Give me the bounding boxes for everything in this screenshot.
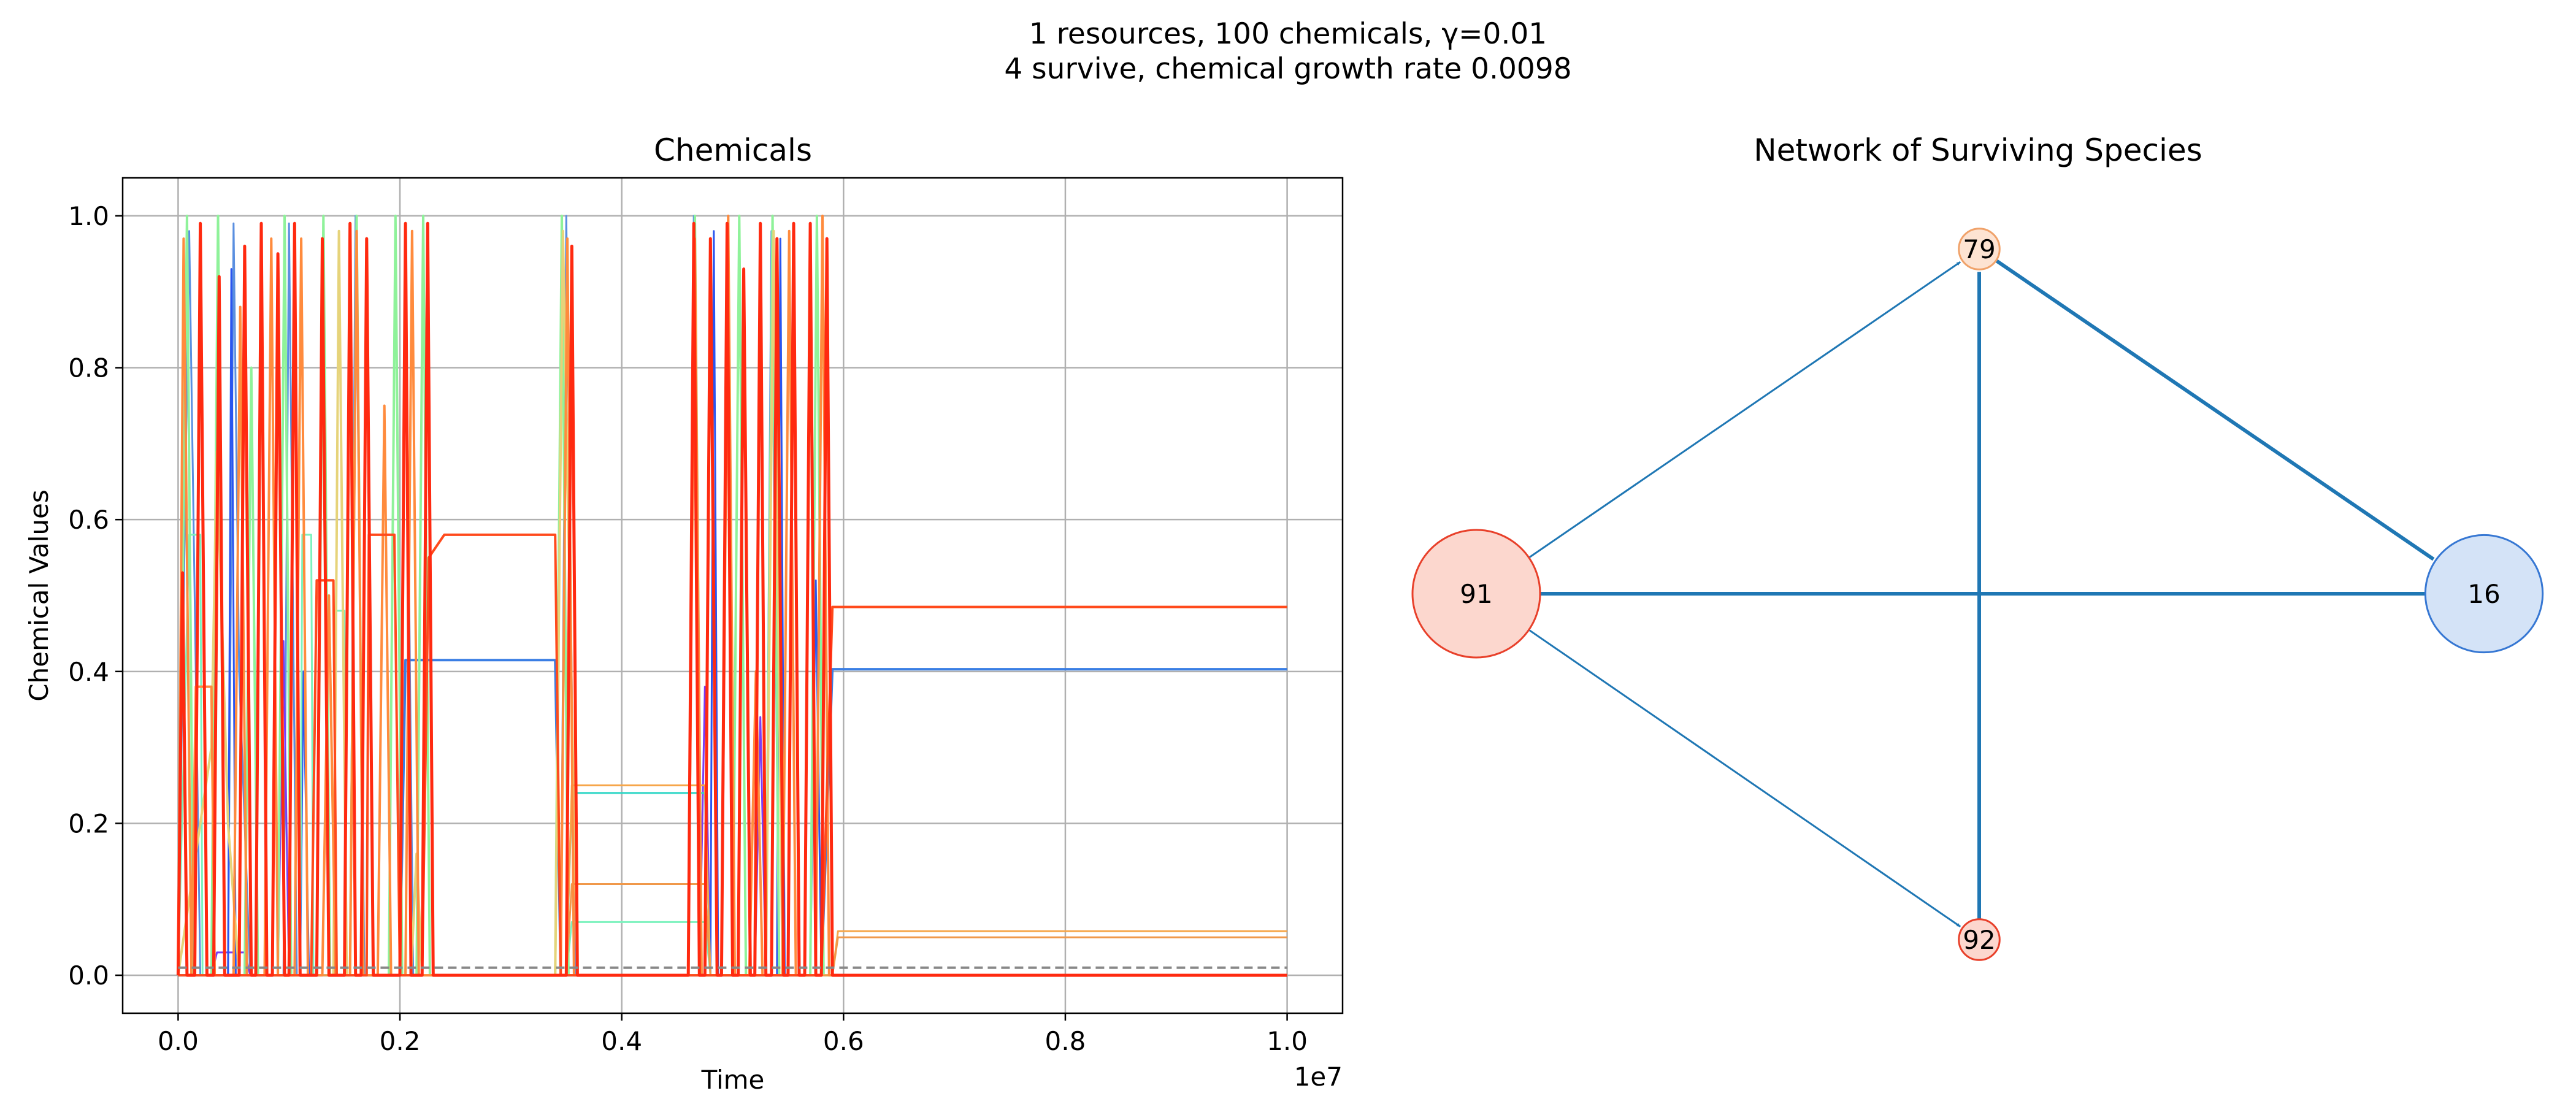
chemicals-x-tick-label: 0.4 <box>601 1026 642 1056</box>
figure-suptitle-line-1: 1 resources, 100 chemicals, γ=0.01 <box>1029 17 1547 51</box>
chemicals-y-tick-label: 0.8 <box>68 353 109 383</box>
network-edge-91-to-92 <box>1528 629 1961 928</box>
chemicals-y-tick-label: 0.0 <box>68 960 109 991</box>
chemicals-x-axis-label: Time <box>701 1065 765 1095</box>
chemicals-y-axis-label: Chemical Values <box>24 489 54 701</box>
network-node-79 <box>1958 228 2001 270</box>
chemicals-plot-frame <box>121 177 1344 1014</box>
chemicals-y-tick-label: 1.0 <box>68 201 109 231</box>
network-node-92 <box>1958 918 2001 961</box>
network-node-91 <box>1411 529 1541 659</box>
chemicals-x-tick-label: 1.0 <box>1267 1026 1308 1056</box>
network-node-16 <box>2424 534 2544 654</box>
chemicals-y-tick-label: 0.6 <box>68 505 109 535</box>
figure-suptitle-line-2: 4 survive, chemical growth rate 0.0098 <box>1004 52 1572 86</box>
chemicals-x-offset-text: 1e7 <box>1294 1062 1343 1092</box>
network-node-label-79: 79 <box>1963 234 1995 264</box>
chemical-series-line-10 <box>177 214 1287 977</box>
network-nodes: 79 91 16 92 <box>1411 228 2544 961</box>
chemicals-x-tick-label: 0.6 <box>823 1026 864 1056</box>
network-edges <box>1528 259 2435 928</box>
chemicals-x-tick-label: 0.0 <box>158 1026 199 1056</box>
chemicals-x-tick-label: 0.8 <box>1045 1026 1086 1056</box>
network-chart-title: Network of Surviving Species <box>1754 132 2202 168</box>
network-node-label-91: 91 <box>1460 579 1492 609</box>
network-edge-79-to-16 <box>1995 259 2435 561</box>
chemicals-y-tick-label: 0.4 <box>68 657 109 687</box>
network-node-label-92: 92 <box>1963 925 1995 955</box>
chemicals-chart-title: Chemicals <box>654 132 812 168</box>
chemical-series-line-12 <box>176 221 1287 977</box>
chemicals-series-group <box>176 214 1287 977</box>
chemicals-y-tick-label: 0.2 <box>68 808 109 838</box>
chemicals-x-tick-label: 0.2 <box>380 1026 421 1056</box>
chemicals-ticks: 0.0 0.2 0.4 0.6 0.8 1.0 0.0 0.2 0.4 0.6 0.8 1.0 <box>68 201 1308 1056</box>
network-edge-91-to-79 <box>1528 261 1961 559</box>
network-node-label-16: 16 <box>2467 579 2500 609</box>
